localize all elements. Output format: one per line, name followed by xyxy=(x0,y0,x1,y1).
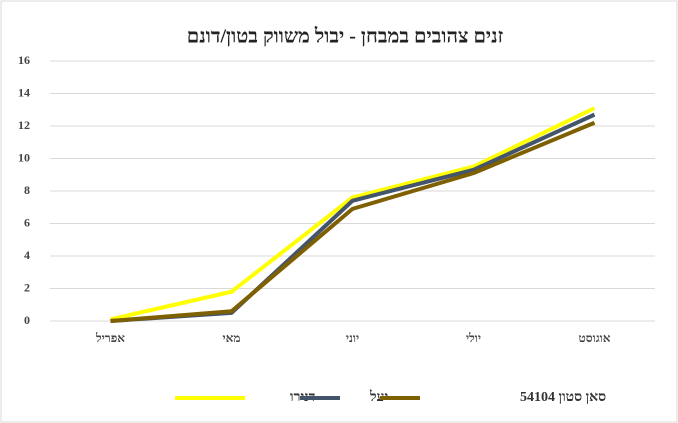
y-tick-label: 14 xyxy=(18,85,30,99)
y-tick-label: 6 xyxy=(24,215,30,229)
series-line xyxy=(110,106,596,322)
y-tick-label: 10 xyxy=(18,150,30,164)
x-tick-label: מאי xyxy=(223,331,241,345)
legend-label: יעל xyxy=(369,389,388,405)
y-tick-label: 8 xyxy=(24,183,30,197)
series-line xyxy=(110,120,596,323)
x-tick-label: יולי xyxy=(466,331,481,345)
y-tick-label: 2 xyxy=(24,280,30,294)
x-tick-label: יוני xyxy=(346,331,359,345)
y-tick-label: 0 xyxy=(24,313,30,327)
y-tick-label: 16 xyxy=(18,53,30,67)
x-tick-label: אפריל xyxy=(95,331,125,345)
legend-label: סאן סטון 54104 xyxy=(520,390,606,405)
y-tick-label: 4 xyxy=(24,248,30,262)
chart-title: זנים צהובים במבחן - יבול משווק בטון/דונם xyxy=(187,26,504,48)
y-tick-label: 12 xyxy=(18,118,30,132)
x-tick-label: אוגוסט xyxy=(579,331,611,345)
